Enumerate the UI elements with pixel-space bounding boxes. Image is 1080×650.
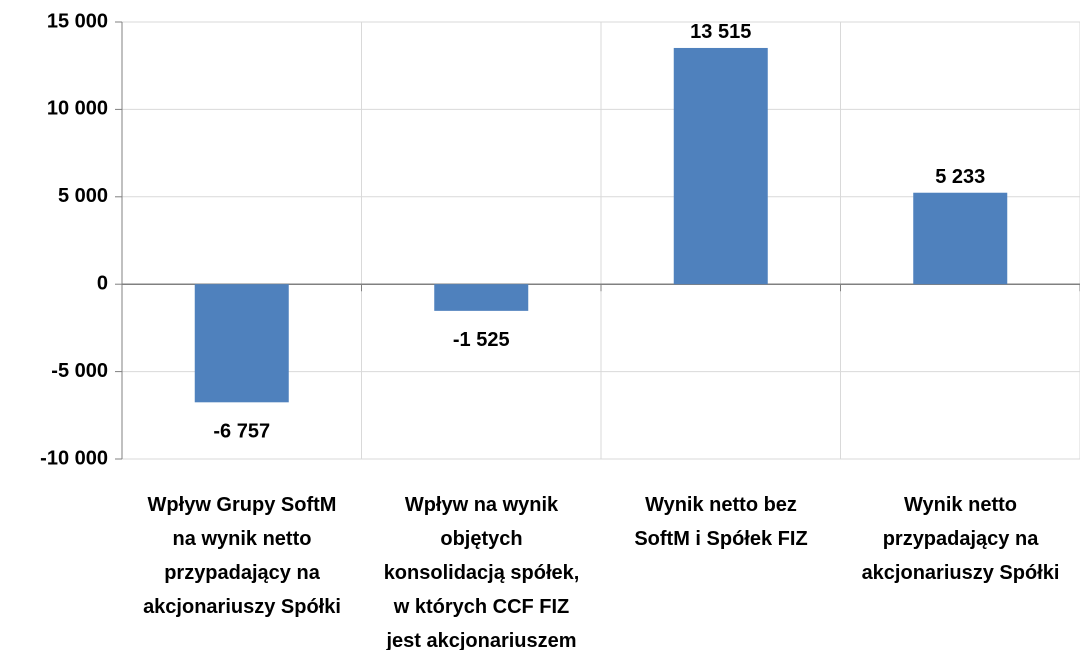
value-label: 13 515 [690,21,751,43]
bar [194,284,289,403]
value-label: -1 525 [453,329,510,351]
x-tick-label: Wpływ Grupy SoftM na wynik netto przypad… [143,494,341,618]
value-label: -6 757 [213,421,270,443]
y-tick-label: 5 000 [58,185,108,207]
y-tick-label: 0 [97,272,108,294]
y-tick-label: -10 000 [40,447,108,469]
y-tick-label: 15 000 [47,10,108,32]
y-tick-label: -5 000 [51,360,108,382]
y-tick-label: 10 000 [47,98,108,120]
x-tick-label: Wynik netto bez SoftM i Spółek FIZ [634,494,808,550]
bar [913,192,1008,285]
bar [434,284,529,311]
x-tick-label: Wynik netto przypadający na akcjonariusz… [861,494,1060,584]
value-label: 5 233 [935,166,985,188]
x-tick-label: Wpływ na wynik objętych konsolidacją spó… [383,494,580,650]
bar [673,47,768,285]
